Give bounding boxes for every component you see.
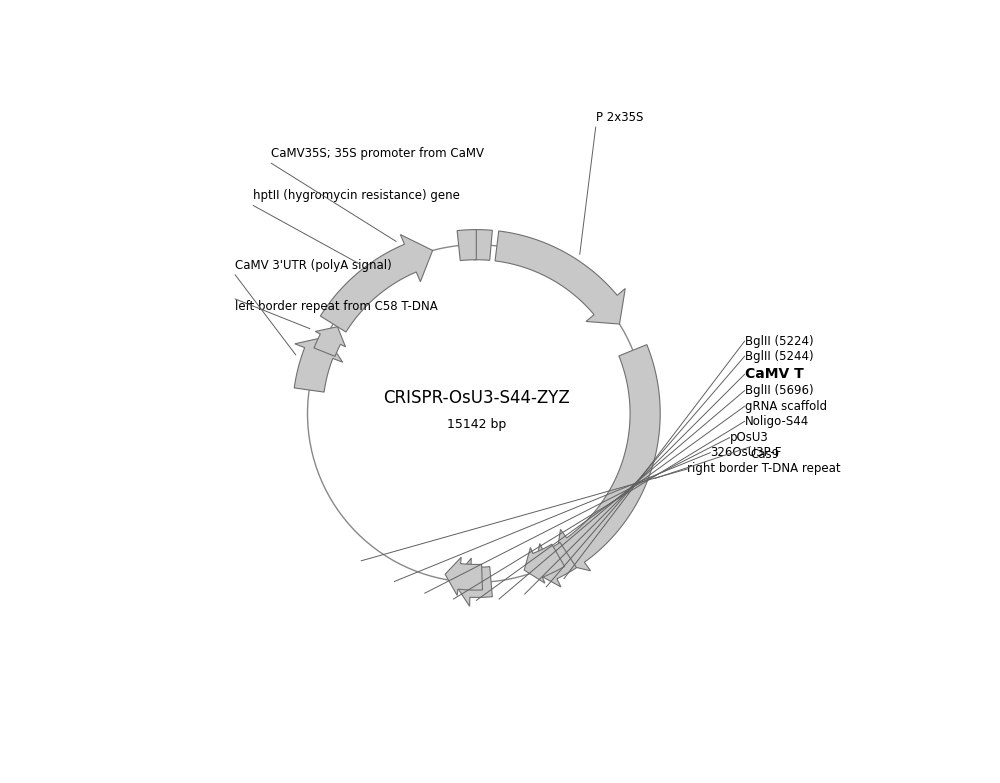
Polygon shape [294, 337, 343, 392]
Polygon shape [534, 543, 576, 587]
Text: BglII (5244): BglII (5244) [745, 350, 813, 363]
Polygon shape [453, 558, 492, 606]
Polygon shape [314, 327, 346, 356]
Text: left border repeat from C58 T-DNA: left border repeat from C58 T-DNA [235, 300, 438, 313]
Text: right border T-DNA repeat: right border T-DNA repeat [687, 463, 841, 475]
Polygon shape [445, 557, 482, 595]
Polygon shape [524, 544, 565, 583]
Text: 15142 bp: 15142 bp [447, 418, 506, 431]
Polygon shape [457, 229, 476, 261]
Text: CaMV T: CaMV T [745, 367, 803, 381]
Text: P 2x35S: P 2x35S [596, 111, 643, 124]
Text: CaMV35S; 35S promoter from CaMV: CaMV35S; 35S promoter from CaMV [271, 147, 484, 161]
Text: 326OsU3P-F: 326OsU3P-F [710, 446, 782, 459]
Text: Cas9: Cas9 [751, 449, 780, 461]
Polygon shape [495, 231, 625, 324]
Polygon shape [556, 345, 660, 571]
Text: BglII (5224): BglII (5224) [745, 334, 813, 348]
Polygon shape [473, 229, 492, 260]
Text: Noligo-S44: Noligo-S44 [745, 415, 809, 428]
Text: CRISPR-OsU3-S44-ZYZ: CRISPR-OsU3-S44-ZYZ [383, 389, 570, 407]
Text: gRNA scaffold: gRNA scaffold [745, 400, 827, 413]
Text: BglII (5696): BglII (5696) [745, 384, 813, 397]
Text: CaMV 3'UTR (polyA signal): CaMV 3'UTR (polyA signal) [235, 259, 392, 272]
Text: hptII (hygromycin resistance) gene: hptII (hygromycin resistance) gene [253, 189, 460, 203]
Text: pOsU3: pOsU3 [730, 431, 768, 444]
Polygon shape [320, 235, 433, 332]
